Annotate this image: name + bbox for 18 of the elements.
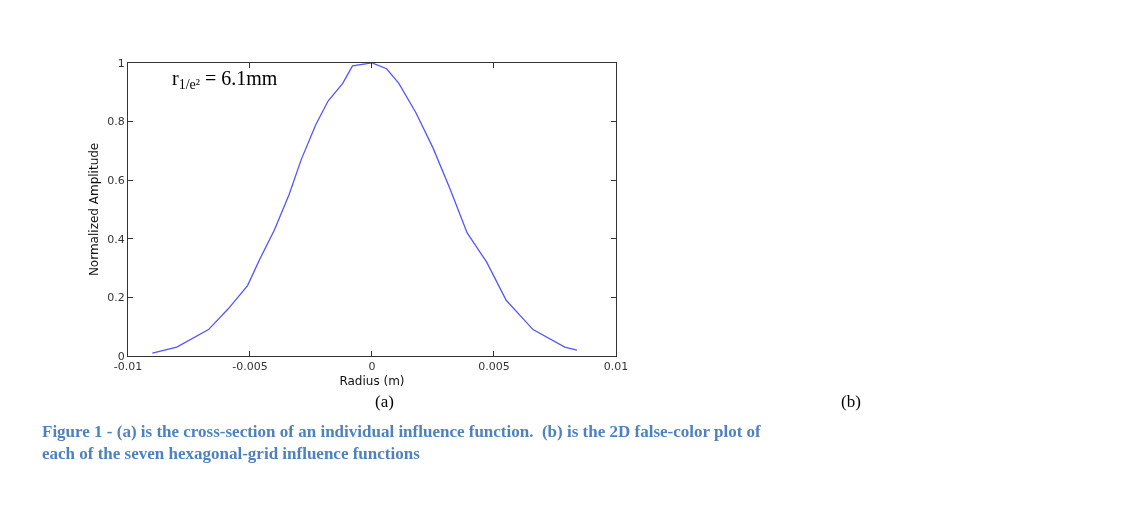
x-axis-title: Radius (m)	[339, 374, 405, 389]
line-series	[151, 62, 578, 354]
x-tick-label: 0.01	[603, 360, 629, 374]
y-tick-label: 0	[117, 349, 125, 363]
y-axis-title: Normalized Amplitude	[86, 142, 101, 277]
x-tick-label: 0.005	[478, 360, 510, 374]
caption: Figure 1 - (a) is the cross-section of an individual influence function. (b) is the 2D false-color plot of each of the seven hexagonal-grid influence functions	[42, 422, 762, 464]
text: (b)	[841, 392, 861, 411]
x-tick-label: -0.005	[232, 360, 268, 374]
x-tick-label: -0.01	[113, 360, 143, 374]
annotation: r$_{1/e²}$ = 6.1mm	[172, 67, 278, 93]
y-tick-label: 0.4	[107, 232, 125, 246]
y-tick-label: 0.8	[107, 115, 125, 129]
text: (a)	[375, 392, 394, 411]
x-tick-label: 0	[368, 360, 376, 374]
y-tick-label: 0.2	[107, 291, 125, 305]
y-tick-label: 0.6	[107, 173, 125, 187]
y-tick-label: 1	[117, 56, 125, 70]
